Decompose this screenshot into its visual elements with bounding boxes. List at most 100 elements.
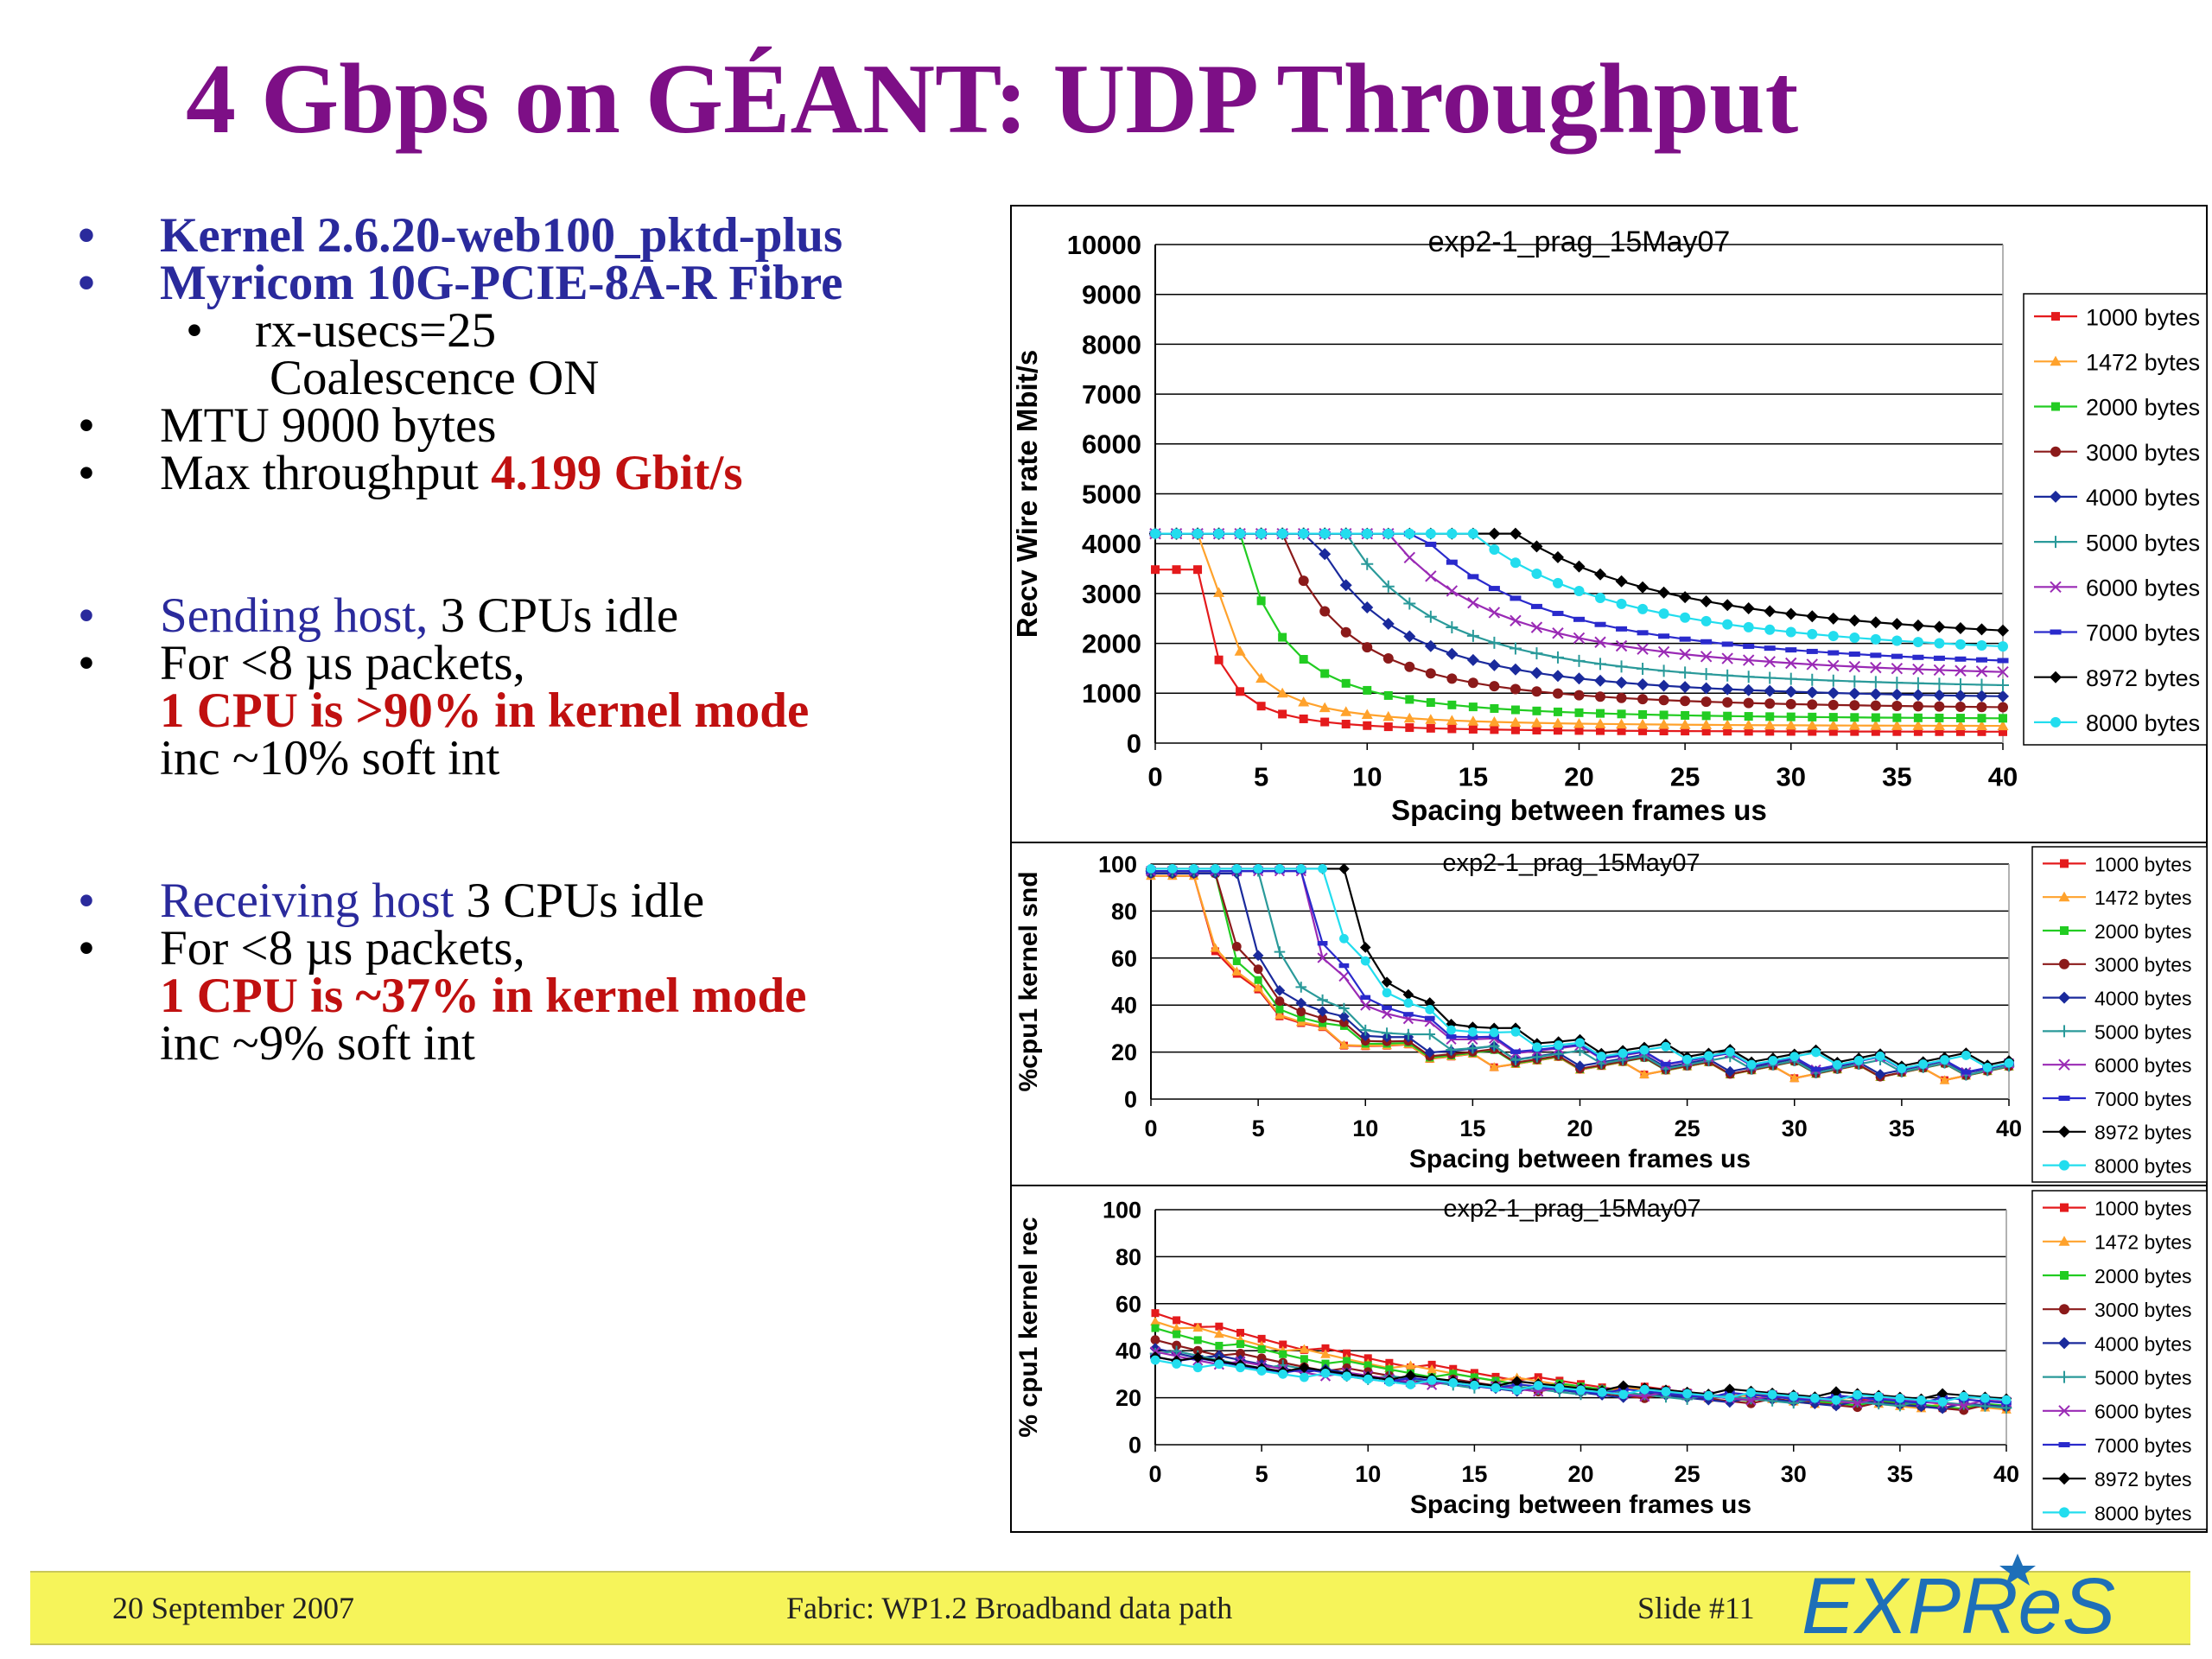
data-point (1145, 863, 1157, 874)
data-point (1766, 1387, 1778, 1399)
bullet-rx-usecs: • rx-usecs=25 (186, 303, 497, 358)
data-point (1828, 713, 1838, 722)
data-point (1681, 1390, 1693, 1400)
data-point (1489, 1027, 1499, 1038)
data-point (1958, 1400, 1969, 1410)
data-point (1827, 631, 1839, 642)
data-point (1892, 727, 1902, 736)
data-point (1830, 1395, 1842, 1407)
data-point (1278, 632, 1287, 642)
data-point (1255, 1363, 1268, 1374)
data-point (1295, 982, 1307, 993)
slide-title: 4 Gbps on GÉANT: UDP Throughput (186, 44, 1799, 155)
data-point (1426, 1376, 1438, 1388)
data-point (1214, 1351, 1224, 1361)
data-point (1639, 1393, 1649, 1403)
data-point (1341, 1368, 1352, 1380)
data-point (1618, 1380, 1630, 1392)
data-point (1166, 868, 1178, 874)
data-point (1382, 527, 1395, 540)
series-line-9 (1154, 1358, 2007, 1403)
data-point (1553, 1036, 1564, 1047)
data-point (1236, 1348, 1245, 1358)
data-point (1891, 701, 1903, 712)
data-point (1467, 1027, 1478, 1037)
data-point (1895, 1401, 1905, 1410)
data-point (1340, 706, 1352, 716)
data-point (1896, 1060, 1908, 1071)
data-point (1725, 1047, 1735, 1057)
data-point (1786, 727, 1796, 736)
legend-marker (2050, 716, 2061, 728)
data-point (1427, 1364, 1437, 1374)
data-point (1832, 1056, 1843, 1068)
data-point (1662, 1066, 1670, 1075)
data-point (1897, 1064, 1907, 1073)
data-point (1681, 1392, 1693, 1403)
data-point (1172, 565, 1181, 575)
data-point (1704, 1051, 1713, 1061)
legend-label: 8000 bytes (2094, 1502, 2192, 1524)
data-point (1295, 863, 1307, 874)
data-point (1745, 1391, 1757, 1401)
data-point (1767, 1058, 1779, 1069)
data-point (1975, 623, 1988, 636)
data-point (1530, 540, 1543, 553)
data-point (1530, 647, 1543, 660)
x-tick-label: 5 (1254, 762, 1268, 792)
data-point (1827, 699, 1839, 710)
data-point (1554, 1051, 1564, 1061)
data-point (1806, 658, 1818, 671)
data-point (1552, 688, 1563, 699)
data-point (1166, 870, 1178, 880)
data-point (1382, 1039, 1391, 1048)
data-point (1319, 527, 1332, 540)
data-point (1933, 620, 1946, 633)
x-tick-label: 40 (1988, 762, 2018, 792)
legend-label: 8000 bytes (2094, 1155, 2192, 1178)
data-point (1765, 727, 1775, 736)
data-point (1151, 529, 1160, 538)
data-point (1618, 1052, 1628, 1058)
data-point (1488, 586, 1500, 592)
data-point (1852, 1396, 1863, 1408)
data-point (1150, 528, 1160, 539)
legend-box (2031, 846, 2208, 1183)
data-point (1276, 527, 1289, 540)
data-point (1339, 527, 1352, 540)
data-point (1383, 1374, 1395, 1386)
data-point (1210, 865, 1221, 877)
data-point (1511, 1059, 1520, 1068)
data-point (1681, 1386, 1693, 1398)
data-point (1446, 1025, 1456, 1035)
data-point (1188, 863, 1199, 874)
data-point (1167, 868, 1178, 879)
data-point (1510, 1058, 1521, 1068)
data-point (1554, 1386, 1565, 1392)
data-point (1231, 868, 1243, 874)
data-point (1746, 1065, 1757, 1075)
data-point (1912, 637, 1923, 648)
data-point (1832, 1064, 1843, 1074)
data-point (1338, 1011, 1350, 1022)
data-point (1530, 621, 1543, 633)
data-point (1789, 1055, 1801, 1066)
data-point (1941, 1076, 1949, 1084)
data-point (1235, 528, 1246, 539)
data-point (1363, 1376, 1374, 1382)
data-point (1424, 639, 1437, 652)
series-line-6 (1154, 1351, 2007, 1407)
data-point (1252, 863, 1264, 874)
data-point (1660, 1059, 1671, 1071)
legend-label: 8000 bytes (2086, 710, 2200, 736)
data-point (1745, 1056, 1758, 1068)
data-point (1702, 1395, 1714, 1406)
data-point (1510, 725, 1520, 734)
data-point (1575, 1038, 1585, 1048)
data-point (1214, 1359, 1224, 1364)
data-point (1277, 1370, 1288, 1376)
legend-label: 1472 bytes (2094, 887, 2192, 909)
footer-center: Fabric: WP1.2 Broadband data path (786, 1591, 1233, 1625)
data-point (1277, 1363, 1288, 1375)
data-point (1513, 1380, 1522, 1389)
